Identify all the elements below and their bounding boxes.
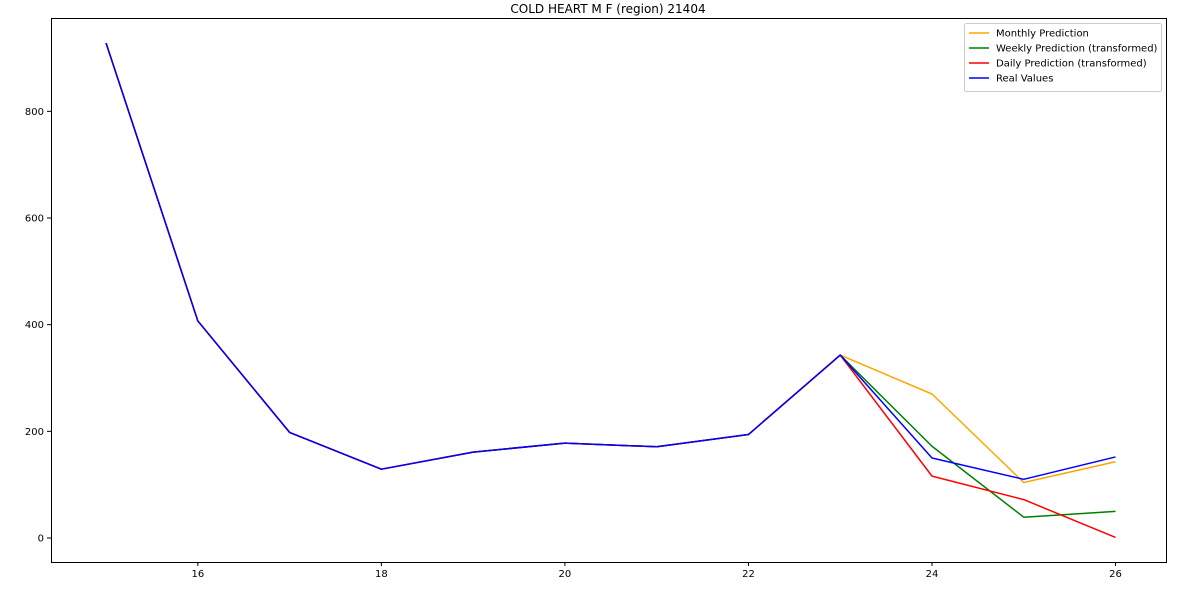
x-tick-label: 24 (926, 569, 939, 580)
series-line-2 (105, 42, 1116, 539)
x-tick-label: 18 (375, 569, 388, 580)
series-line-1 (105, 42, 1116, 518)
legend-label-2: Daily Prediction (transformed) (996, 59, 1147, 70)
y-tick-label: 200 (25, 427, 44, 438)
x-tick-label: 22 (742, 569, 755, 580)
y-tick-label: 800 (25, 107, 44, 118)
lines-layer (105, 42, 1116, 539)
y-tick-label: 600 (25, 214, 44, 225)
series-line-0 (105, 42, 1116, 484)
y-tick-label: 0 (38, 534, 44, 545)
legend-box (964, 23, 1162, 92)
x-tick-label: 26 (1109, 569, 1122, 580)
legend-label-0: Monthly Prediction (996, 29, 1089, 40)
chart-title: COLD HEART M F (region) 21404 (510, 2, 705, 16)
legend-label-3: Real Values (996, 74, 1053, 85)
ticks-layer: 16 18 20 22 24 26 0 200 400 600 800 (25, 107, 1122, 580)
legend-label-1: Weekly Prediction (transformed) (996, 44, 1158, 55)
series-line-3 (105, 42, 1116, 481)
legend: Monthly Prediction Weekly Prediction (tra… (964, 23, 1162, 92)
x-tick-label: 20 (559, 569, 572, 580)
x-tick-label: 16 (191, 569, 204, 580)
plot-frame (51, 18, 1167, 563)
y-tick-label: 400 (25, 320, 44, 331)
